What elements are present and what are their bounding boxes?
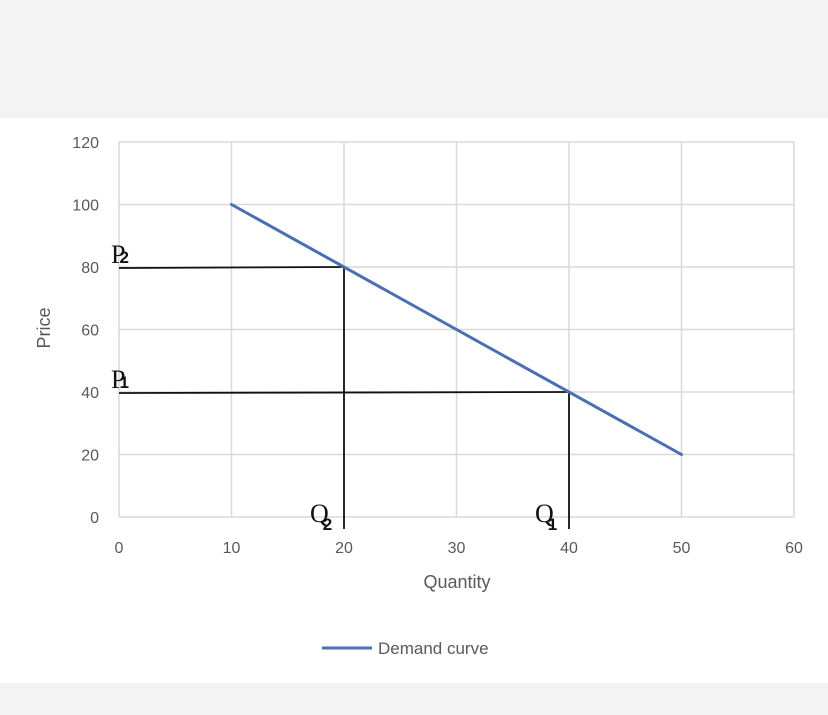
tick-layer: 0 10 20 30 40 50 60 0 20 40 60 80 100 120 [72, 135, 803, 557]
legend-label: Demand curve [378, 639, 489, 658]
price-guide-line [118, 266, 345, 269]
y-tick-label: 0 [90, 510, 99, 527]
demand-curve-line [230, 203, 683, 456]
y-tick-label: 120 [72, 135, 99, 152]
x-axis-title: Quantity [423, 572, 490, 592]
y-tick-label: 100 [72, 198, 99, 215]
quantity-label: Q1 [535, 499, 557, 534]
series-layer [230, 203, 683, 456]
x-tick-label: 10 [223, 540, 241, 557]
x-tick-label: 40 [560, 540, 578, 557]
label-layer: P2 P1 Q2 Q1 [111, 240, 557, 534]
x-tick-label: 20 [335, 540, 353, 557]
y-axis-title: Price [34, 307, 54, 348]
x-tick-label: 0 [115, 540, 124, 557]
y-tick-label: 20 [81, 448, 99, 465]
quantity-label: Q2 [310, 499, 332, 534]
annotation-layer [118, 266, 570, 529]
bottom-band [0, 683, 828, 715]
price-label: P1 [111, 365, 129, 394]
y-tick-label: 40 [81, 385, 99, 402]
legend: Demand curve [322, 639, 489, 658]
x-tick-label: 60 [785, 540, 803, 557]
y-tick-label: 80 [81, 260, 99, 277]
price-label: P2 [111, 240, 129, 269]
top-band [0, 0, 828, 118]
x-tick-label: 50 [673, 540, 691, 557]
x-tick-label: 30 [448, 540, 466, 557]
y-tick-label: 60 [81, 323, 99, 340]
